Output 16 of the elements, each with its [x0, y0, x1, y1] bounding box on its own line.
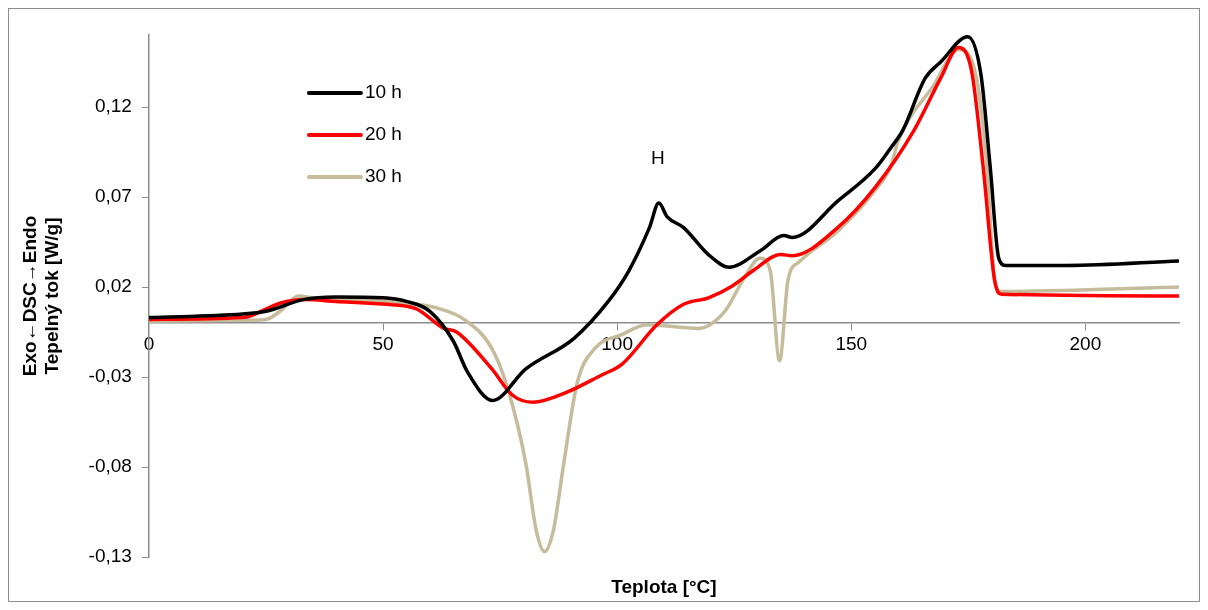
x-axis-title: Teplota [°C] [611, 575, 717, 597]
y-tick-label: -0,08 [88, 455, 132, 477]
x-tick-label: 50 [372, 332, 394, 354]
y-tick-label: 0,12 [94, 95, 132, 117]
x-tick-label: 0 [143, 332, 155, 354]
y-tick-label: 0,07 [94, 185, 132, 207]
y-tick-label: -0,03 [88, 365, 132, 387]
y-tick-label: 0,02 [94, 275, 132, 297]
y-tick-label: -0,13 [88, 545, 132, 567]
legend-label: 30 h [364, 165, 402, 187]
x-tick-label: 200 [1069, 332, 1102, 354]
legend-label: 10 h [364, 81, 402, 103]
legend-label: 20 h [364, 123, 402, 145]
y-axis-title: Exo←DSC→Endo Tepelný tok [W/g] [18, 215, 63, 377]
annotation: H [650, 147, 665, 169]
x-tick-label: 150 [835, 332, 868, 354]
